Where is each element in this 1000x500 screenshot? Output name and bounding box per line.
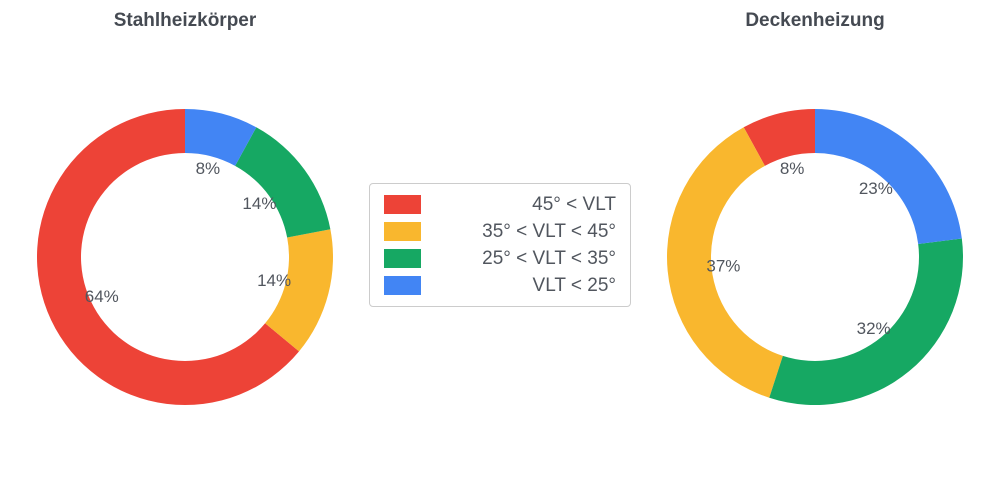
donut-slice-3 (185, 109, 257, 166)
chart-title-deckenheizung: Deckenheizung (745, 10, 885, 31)
slice-percent-label-1: 37% (706, 257, 740, 276)
donut-slice-1 (265, 229, 333, 352)
legend-swatch-3 (384, 276, 421, 295)
legend-label-2: 25° < VLT < 35° (482, 247, 616, 269)
legend-swatch-1 (384, 222, 421, 241)
slice-percent-label-3: 8% (196, 159, 221, 178)
legend-swatch-0 (384, 195, 421, 214)
legend-label-1: 35° < VLT < 45° (482, 220, 616, 242)
legend-item-3: VLT < 25° (384, 275, 616, 296)
donut-slice-3 (815, 109, 962, 244)
legend-label-3: VLT < 25° (532, 274, 616, 296)
donut-slice-2 (235, 127, 331, 238)
slice-percent-label-0: 64% (85, 287, 119, 306)
slice-percent-label-2: 14% (242, 194, 276, 213)
donut-slice-0 (36, 109, 300, 406)
legend-item-2: 25° < VLT < 35° (384, 248, 616, 269)
donut-slice-0 (743, 109, 815, 166)
donut-chart-deckenheizung: 8% 37% 32% 23% (667, 109, 963, 406)
legend-label-0: 45° < VLT (532, 193, 616, 215)
slice-percent-label-0: 8% (780, 159, 805, 178)
slice-percent-label-3: 23% (859, 179, 893, 198)
chart-title-stahlheizkoerper: Stahlheizkörper (113, 10, 257, 31)
legend: 45° < VLT 35° < VLT < 45° 25° < VLT < 35° V… (369, 183, 631, 307)
slice-percent-label-2: 32% (857, 319, 891, 338)
legend-item-1: 35° < VLT < 45° (384, 221, 616, 242)
slice-percent-label-1: 14% (257, 271, 291, 290)
legend-swatch-2 (384, 249, 421, 268)
donut-slice-2 (769, 238, 963, 406)
legend-item-0: 45° < VLT (384, 194, 616, 215)
donut-slice-1 (667, 127, 783, 398)
donut-chart-stahlheizkoerper: 64% 14% 14% 8% (36, 109, 333, 406)
